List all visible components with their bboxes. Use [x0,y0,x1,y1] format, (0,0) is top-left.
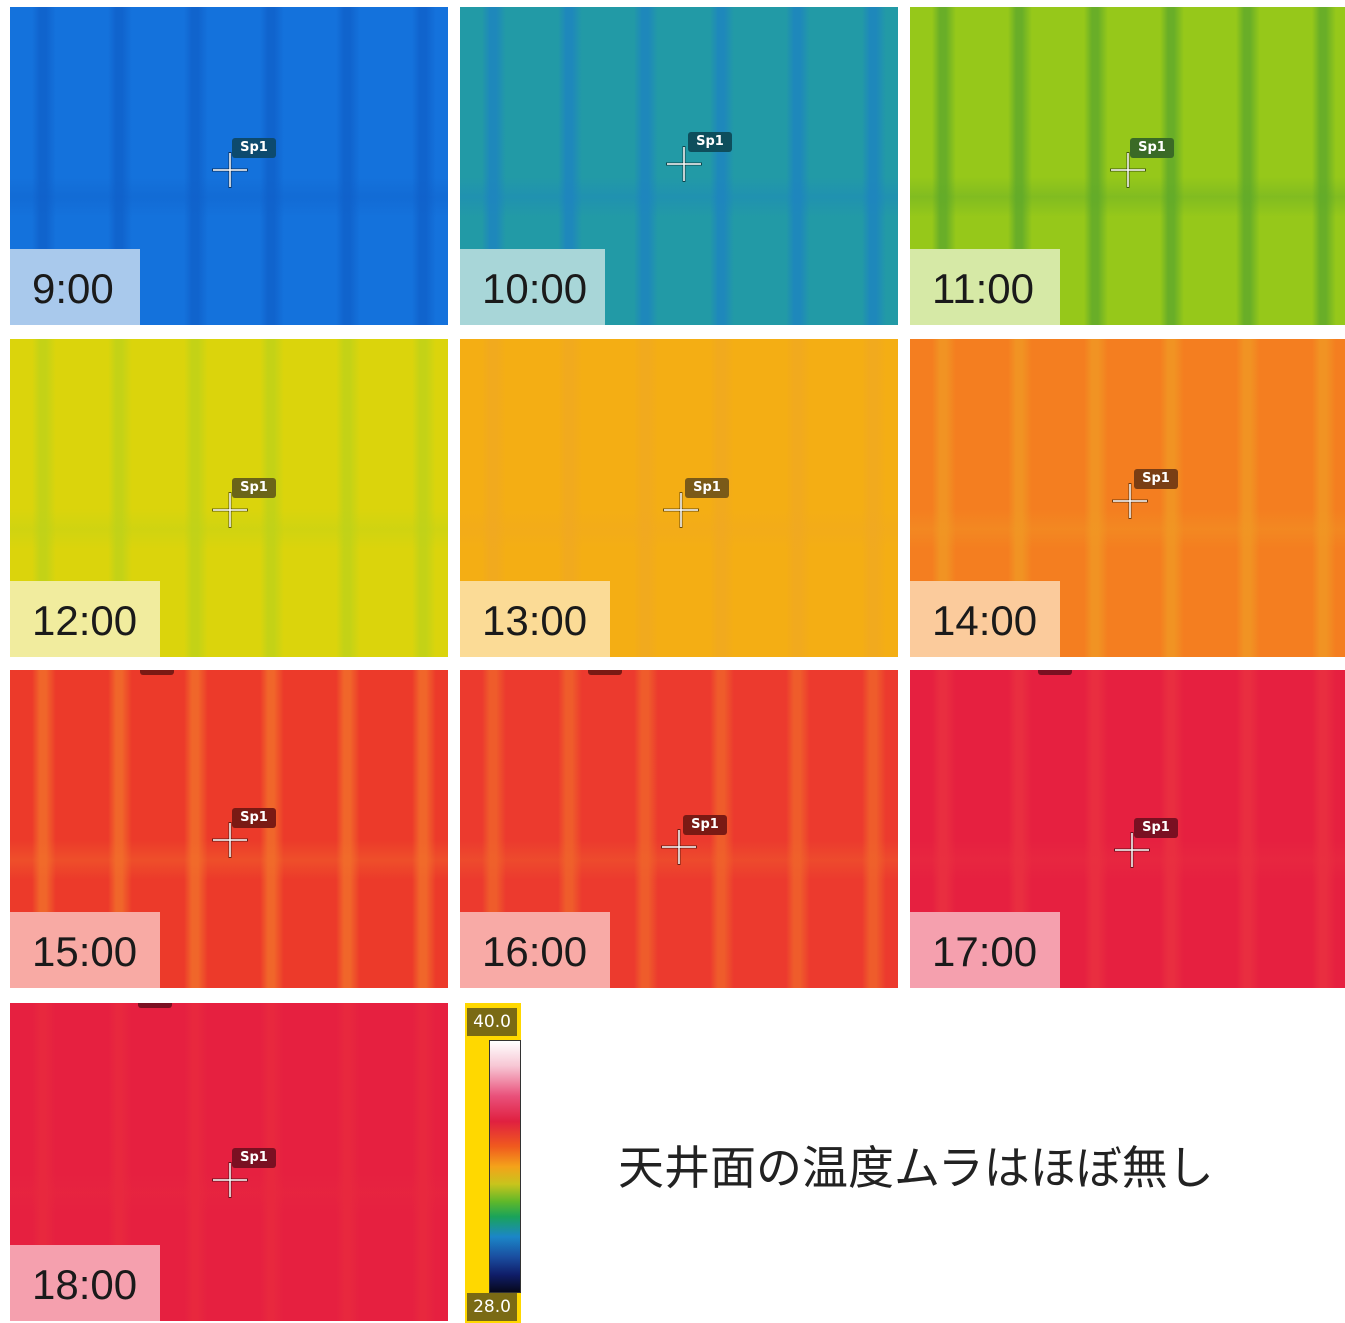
time-label: 13:00 [460,581,610,657]
spot-marker-label: Sp1 [232,1148,276,1168]
thermal-band [460,177,898,217]
top-marker [1038,670,1072,675]
caption-text: 天井面の温度ムラはほぼ無し [618,1141,1214,1195]
temperature-color-scale: 40.0 28.0 [465,1003,521,1323]
scale-max-label: 40.0 [467,1008,517,1036]
crosshair-icon [212,152,248,188]
spot-marker-label: Sp1 [683,815,727,835]
crosshair-icon [661,829,697,865]
crosshair-icon [212,492,248,528]
top-marker [140,670,174,675]
crosshair-icon [1114,832,1150,868]
time-label: 10:00 [460,249,605,325]
time-label: 12:00 [10,581,160,657]
time-label: 17:00 [910,912,1060,988]
crosshair-icon [1110,152,1146,188]
time-label: 18:00 [10,1245,160,1321]
spot-marker-label: Sp1 [1130,138,1174,158]
spot-marker-label: Sp1 [1134,469,1178,489]
time-label: 11:00 [910,249,1060,325]
spot-marker-label: Sp1 [232,478,276,498]
spot-marker-label: Sp1 [685,478,729,498]
crosshair-icon [663,492,699,528]
spot-marker-label: Sp1 [232,808,276,828]
time-label: 14:00 [910,581,1060,657]
spot-marker-label: Sp1 [232,138,276,158]
crosshair-icon [212,822,248,858]
time-label: 15:00 [10,912,160,988]
color-gradient-bar [489,1040,521,1293]
spot-marker-label: Sp1 [1134,818,1178,838]
crosshair-icon [212,1162,248,1198]
crosshair-icon [666,146,702,182]
scale-min-label: 28.0 [467,1293,517,1321]
top-marker [588,670,622,675]
thermal-panel: 17:00 [910,670,1345,988]
crosshair-icon [1112,483,1148,519]
top-marker [138,1003,172,1008]
time-label: 9:00 [10,249,140,325]
spot-marker-label: Sp1 [688,132,732,152]
time-label: 16:00 [460,912,610,988]
